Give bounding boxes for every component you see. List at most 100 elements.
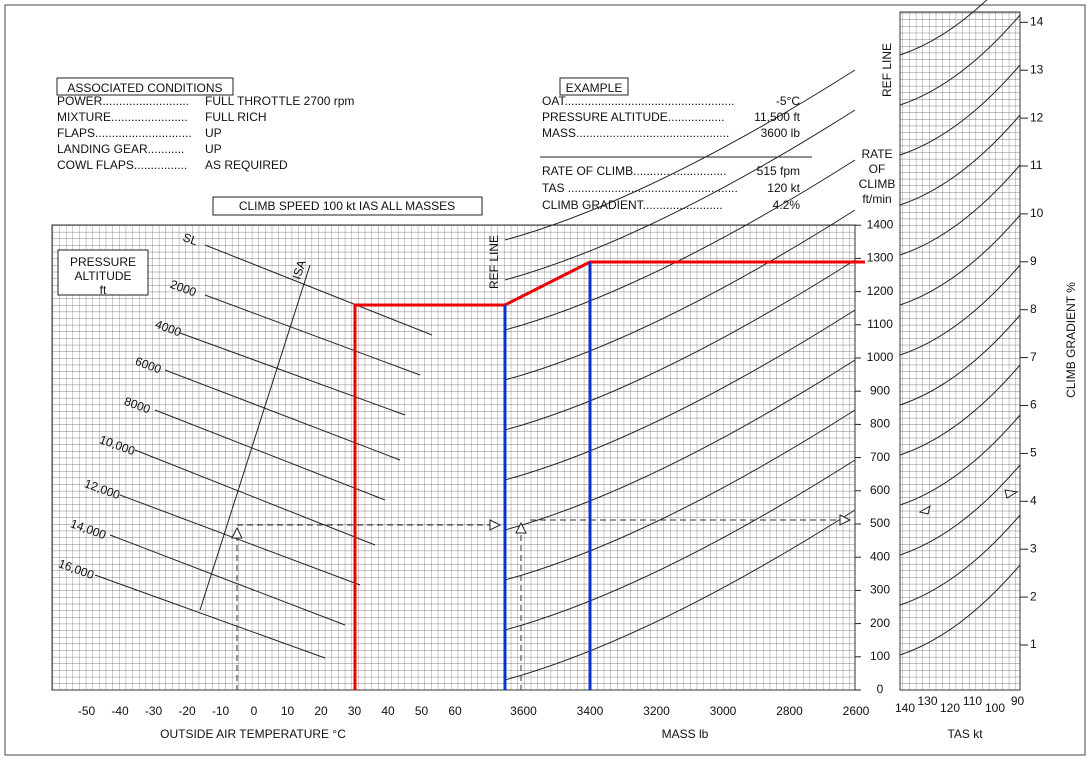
mass-curve [504,459,856,631]
result-value: 4.2% [773,198,801,212]
y-tick-label: 0 [877,682,884,696]
condition-name: COWL FLAPS................ [57,158,187,172]
box [57,249,149,296]
x-tick-label: 30 [348,704,362,718]
grid [51,224,856,691]
x-tick-label: -50 [78,704,96,718]
altitude-line [134,449,376,546]
axis-title: TAS kt [947,727,983,741]
altitude-line [179,332,406,416]
tas-curve [899,214,1021,306]
condition-value: FULL RICH [205,110,267,124]
x-tick-label: 50 [415,704,429,718]
altitude-label: SL [181,230,200,248]
x-tick-label: -20 [178,704,196,718]
altitude-line [154,409,386,501]
result-name: RATE OF CLIMB...........................… [542,164,726,178]
example-value: 3600 lb [761,126,801,140]
example-path [353,260,865,690]
mass-curve [504,69,856,241]
tas-curve [899,14,1021,106]
x-tick-label: 2600 [843,704,870,718]
tas-curve [899,264,1021,356]
altitude-line [164,369,401,461]
y-tick-label: 13 [1030,62,1044,76]
tas-curve [899,314,1021,406]
mass-curve [504,109,856,281]
axis-title: MASS lb [662,727,709,741]
axis-title: ft/min [862,192,891,206]
y-tick-label: 2 [1030,589,1037,603]
tas-curve [899,114,1021,206]
y-tick-label: 600 [870,483,890,497]
y-tick-label: 1000 [867,350,894,364]
condition-value: AS REQUIRED [205,158,288,172]
altitude-line [109,534,346,626]
y-tick-label: 10 [1030,206,1044,220]
grid-right [899,11,1021,691]
example-name: MASS....................................… [542,126,729,140]
result-name: CLIMB GRADIENT........................ [542,198,723,212]
x-tick-label: -40 [111,704,129,718]
climb-speed: CLIMB SPEED 100 kt IAS ALL MASSES [239,199,455,213]
tas-curve [899,564,1021,656]
altitude-line [204,294,421,376]
x-tick-label: 100 [985,701,1005,715]
axis-title: CLIMB [859,177,896,191]
y-tick-label: 100 [870,649,890,663]
y-tick-label: 3 [1030,541,1037,555]
x-tick-label: 130 [917,694,937,708]
y-tick-label: 4 [1030,493,1037,507]
altitude-line [204,244,433,336]
y-tick-label: 1300 [867,251,894,265]
y-tick-label: 5 [1030,446,1037,460]
x-tick-label: 3600 [510,704,537,718]
altitude-line [119,494,361,586]
y-tick-label: 1100 [867,317,893,331]
axis-title: RATE [861,147,892,161]
y-tick-label: 500 [870,516,890,530]
x-tick-label: 0 [251,704,258,718]
tas-curve [899,364,1021,456]
condition-name: MIXTURE....................... [57,110,188,124]
isa-line [199,264,311,611]
y-tick-label: 11 [1030,158,1043,172]
result-name: TAS ....................................… [542,181,738,195]
example-name: PRESSURE ALTITUDE................. [542,110,724,124]
pressure-altitude: ft [100,283,107,297]
heading: ASSOCIATED CONDITIONS [67,81,222,95]
condition-name: POWER.......................... [57,94,189,108]
tas-curve [899,514,1021,606]
y-tick-label: 12 [1030,110,1044,124]
mass-curve [504,209,856,381]
x-tick-label: 140 [895,701,915,715]
arrows [231,489,1019,539]
x-tick-label: -30 [145,704,163,718]
result-value: 120 kt [767,181,800,195]
x-tick-label: 40 [381,704,395,718]
curves [94,0,1021,681]
x-tick-label: 10 [281,704,295,718]
y-tick-label: 300 [870,583,890,597]
mass-curve [504,409,856,581]
heading: EXAMPLE [566,81,623,95]
tas-curve [899,464,1021,556]
y-tick-label: 700 [870,450,890,464]
y-tick-label: 9 [1030,254,1037,268]
arrow [231,489,1019,539]
y-tick-label: 1 [1030,637,1037,651]
y-tick-label: 800 [870,417,890,431]
example-value: 11,500 ft [754,110,800,124]
blue-path [503,262,592,690]
x-tick-label: 3200 [643,704,670,718]
x-tick-label: -10 [212,704,230,718]
example-name: OAT.....................................… [542,94,734,108]
y-tick-label: 200 [870,616,890,630]
y-tick-label: 6 [1030,398,1037,412]
y-tick-label: 7 [1030,350,1037,364]
x-tick-label: 110 [963,694,982,708]
condition-value: FULL THROTTLE 2700 rpm [205,94,354,108]
x-tick-label: 120 [940,701,960,715]
y-tick-label: 8 [1030,302,1037,316]
y-tick-label: 400 [870,549,890,563]
